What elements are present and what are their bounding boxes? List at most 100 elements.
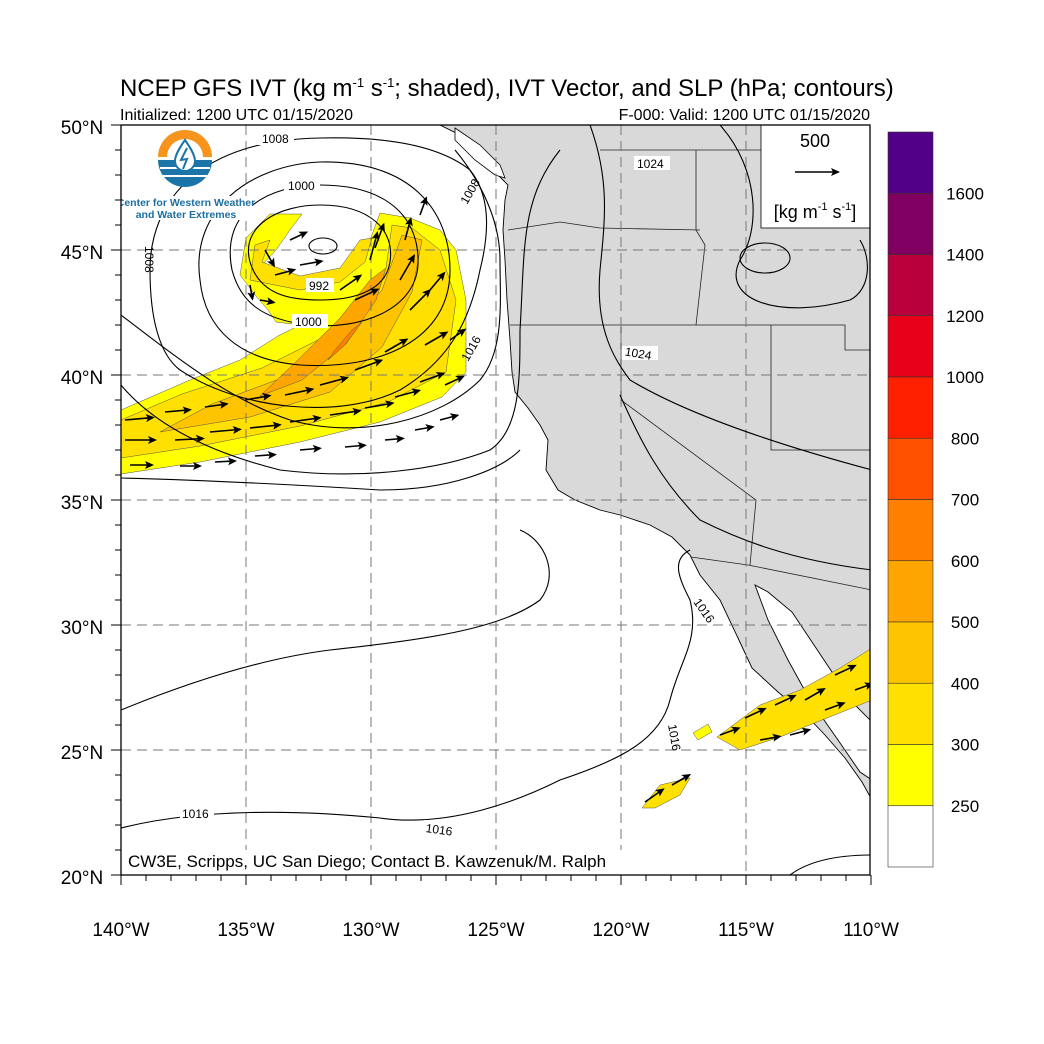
ivt-vector-arrow bbox=[214, 457, 237, 466]
svg-text:1024: 1024 bbox=[637, 157, 664, 171]
svg-text:135°W: 135°W bbox=[217, 920, 274, 941]
ivt-vector-arrow bbox=[404, 216, 413, 241]
ivt-small-patch-2 bbox=[641, 777, 691, 809]
svg-text:1000: 1000 bbox=[288, 179, 315, 193]
colorbar-label: 800 bbox=[951, 429, 979, 448]
ivt-vector-arrow bbox=[774, 694, 797, 706]
svg-text:130°W: 130°W bbox=[342, 920, 399, 941]
colorbar-label: 300 bbox=[951, 736, 979, 755]
contour-label: 1000 bbox=[292, 314, 328, 329]
ivt-vector-arrow bbox=[125, 436, 157, 444]
colorbar-swatch bbox=[887, 315, 934, 378]
contour-label: 992 bbox=[306, 278, 334, 293]
ivt-vector-arrow bbox=[449, 328, 467, 341]
ivt-vector-arrow bbox=[419, 372, 446, 383]
lat-lon-grid bbox=[121, 125, 870, 875]
ivt-vector-arrow bbox=[124, 414, 155, 423]
ivt-vector-arrow bbox=[274, 267, 297, 276]
ivt-vector-arrow bbox=[244, 392, 272, 401]
ivt-vector-arrow bbox=[339, 274, 363, 291]
svg-text:115°W: 115°W bbox=[718, 920, 774, 941]
ivt-small-patch-1 bbox=[692, 723, 713, 741]
contour-label: 1016 bbox=[180, 806, 214, 821]
ivt-400-500 bbox=[159, 234, 423, 433]
svg-text:992: 992 bbox=[309, 279, 329, 293]
ivt-vector-arrow bbox=[319, 375, 349, 386]
colorbar-label: 1000 bbox=[946, 368, 984, 387]
colorbar-swatch bbox=[887, 192, 934, 255]
svg-text:1000: 1000 bbox=[295, 315, 322, 329]
colorbar-label: 700 bbox=[951, 491, 979, 510]
svg-text:1008: 1008 bbox=[262, 132, 289, 146]
svg-text:[kg m-1 s-1]: [kg m-1 s-1] bbox=[774, 201, 857, 222]
colorbar-label: 600 bbox=[951, 552, 979, 571]
colorbar-swatch bbox=[887, 437, 934, 500]
vancouver-island bbox=[454, 127, 506, 179]
colorbar: 1600 1400 1200 1000 800 700 600 500 400 300 250 bbox=[887, 131, 984, 868]
contour-label: 1016 bbox=[665, 723, 683, 752]
ivt-vector-arrow bbox=[384, 435, 405, 444]
reference-vector-legend: 500 [kg m-1 s-1] bbox=[760, 125, 870, 229]
ivt-vector-arrow bbox=[299, 444, 322, 453]
ivt-vector-arrow bbox=[354, 359, 384, 371]
svg-text:50°N: 50°N bbox=[61, 118, 103, 139]
ivt-vector-arrow bbox=[671, 774, 692, 786]
ivt-vector-arrow bbox=[247, 284, 256, 301]
colorbar-swatch bbox=[887, 682, 934, 745]
ivt-vector-arrow bbox=[374, 222, 385, 249]
ivt-vector-arrow bbox=[354, 288, 380, 301]
svg-text:125°W: 125°W bbox=[467, 920, 524, 941]
valid-time: F-000: Valid: 1200 UTC 01/15/2020 bbox=[619, 107, 871, 124]
ivt-vector-arrow bbox=[364, 400, 395, 409]
colorbar-swatch bbox=[887, 744, 934, 807]
initialized-time: Initialized: 1200 UTC 01/15/2020 bbox=[120, 107, 353, 124]
colorbar-label: 500 bbox=[951, 613, 979, 632]
ivt-vector-arrow bbox=[289, 414, 322, 423]
ivt-vector-arrow bbox=[204, 400, 229, 409]
contour-label: 1000 bbox=[284, 178, 320, 193]
ivt-baja-patch bbox=[716, 648, 870, 751]
svg-text:and Water Extremes: and Water Extremes bbox=[136, 209, 237, 221]
axis-ticks bbox=[111, 124, 872, 885]
colorbar-swatch bbox=[887, 805, 934, 868]
colorbar-label: 1600 bbox=[946, 184, 984, 203]
lat-axis-labels: 50°N 45°N 40°N 35°N 30°N 25°N 20°N bbox=[61, 118, 103, 889]
ivt-vector-arrow bbox=[249, 421, 282, 430]
colorbar-label: 1200 bbox=[946, 307, 984, 326]
contour-label: 1016 bbox=[424, 820, 458, 839]
ivt-vector-arrow bbox=[180, 462, 202, 470]
ivt-vector-arrow bbox=[174, 434, 205, 443]
gulf-of-california bbox=[754, 584, 870, 780]
colorbar-label: 400 bbox=[951, 674, 979, 693]
ivt-vector-arrow bbox=[254, 451, 277, 460]
ivt-vector-arrow bbox=[399, 254, 415, 281]
svg-text:45°N: 45°N bbox=[61, 243, 103, 264]
ivt-vector-arrow bbox=[419, 196, 428, 216]
ivt-vector-arrow bbox=[644, 788, 665, 803]
svg-text:20°N: 20°N bbox=[61, 868, 103, 889]
colorbar-label: 250 bbox=[951, 797, 979, 816]
svg-text:Center for Western Weather: Center for Western Weather bbox=[117, 197, 255, 209]
reference-arrow-icon bbox=[831, 168, 840, 176]
contour-label: 1024 bbox=[634, 156, 670, 171]
cw3e-logo: Center for Western Weather and Water Ext… bbox=[117, 130, 255, 221]
svg-text:1016: 1016 bbox=[182, 807, 209, 821]
ivt-vector-arrow bbox=[259, 297, 276, 306]
colorbar-swatch bbox=[887, 499, 934, 562]
lon-axis-labels: 140°W 135°W 130°W 125°W 120°W 115°W 110°… bbox=[92, 920, 899, 941]
svg-text:1016: 1016 bbox=[425, 821, 454, 839]
ivt-vector-arrow bbox=[394, 388, 422, 398]
ivt-vector-arrow bbox=[719, 726, 741, 736]
ivt-500-600 bbox=[259, 267, 387, 397]
map-title: NCEP GFS IVT (kg m-1 s-1; shaded), IVT V… bbox=[120, 75, 894, 102]
svg-text:40°N: 40°N bbox=[61, 368, 103, 389]
svg-text:1024: 1024 bbox=[624, 344, 653, 362]
map-area: 1008 1000 992 1000 1008 1008 1016 1024 1… bbox=[117, 125, 870, 875]
colorbar-swatch bbox=[887, 560, 934, 623]
ivt-vector-arrow bbox=[299, 258, 324, 267]
colorbar-swatch bbox=[887, 621, 934, 684]
colorbar-label: 1400 bbox=[946, 246, 984, 265]
ivt-600-700 bbox=[327, 321, 363, 361]
logo-water bbox=[158, 160, 212, 187]
ivt-vector-arrow bbox=[284, 386, 315, 396]
